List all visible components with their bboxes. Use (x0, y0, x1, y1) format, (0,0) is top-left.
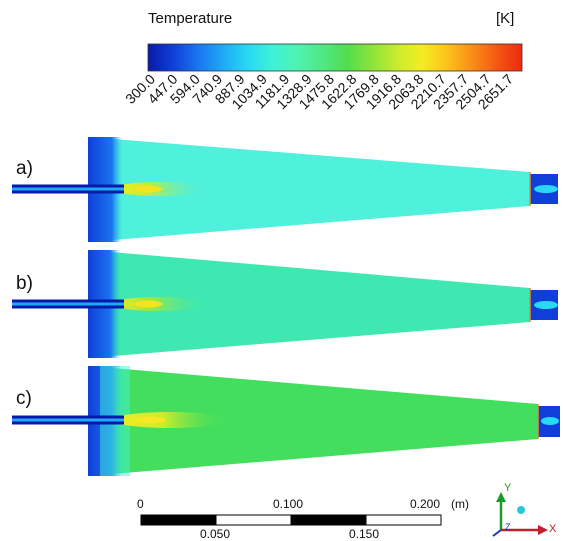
triad-y-label: Y (504, 482, 512, 494)
triad-z-label: Z (505, 522, 511, 532)
z-axis-arrow (492, 529, 502, 537)
chamber-body (88, 137, 530, 242)
scale-unit: (m) (451, 497, 469, 511)
x-arrow-head (538, 525, 548, 535)
scale-label-0: 0 (137, 497, 144, 511)
chamber-body (88, 366, 538, 476)
scale-label-0200: 0.200 (410, 497, 441, 511)
contour-panel-c (12, 366, 560, 476)
hot-core (134, 300, 162, 308)
injector-inner-channel (12, 418, 124, 422)
panel-label-a: a) (16, 158, 33, 179)
scale-bar (140, 514, 442, 526)
colorbar-gradient (147, 43, 523, 72)
legend-title: Temperature (148, 10, 233, 27)
colorbar: 300.0447.0594.0740.9887.91034.91181.9132… (122, 43, 523, 113)
scale-segment-4 (365, 514, 442, 526)
contour-panel-b (12, 250, 558, 358)
hot-plume (112, 412, 228, 428)
injector-inner-channel (12, 187, 124, 191)
scale-label-0100: 0.100 (273, 497, 304, 511)
outlet-core (541, 417, 559, 425)
y-arrow-head (496, 492, 506, 502)
axis-triad (492, 492, 548, 537)
panel-label-c: c) (16, 388, 32, 409)
scale-label-0150: 0.150 (349, 527, 380, 541)
hot-core (134, 416, 166, 424)
colorbar-tick-labels: 300.0447.0594.0740.9887.91034.91181.9132… (122, 71, 516, 113)
scale-segment-3 (290, 514, 367, 526)
outlet-core (534, 301, 558, 309)
injector-inner-channel (12, 302, 124, 306)
scale-segment-2 (215, 514, 292, 526)
outlet-core (534, 185, 558, 193)
triad-x-label: X (549, 523, 557, 535)
hot-core (134, 185, 162, 193)
legend-unit: [K] (496, 10, 515, 27)
triad-origin-sphere (517, 506, 525, 514)
contour-panel-a (12, 137, 558, 242)
scale-label-0050: 0.050 (200, 527, 231, 541)
scale-segment-1 (140, 514, 217, 526)
chamber-body (88, 250, 530, 358)
panel-label-b: b) (16, 273, 33, 294)
